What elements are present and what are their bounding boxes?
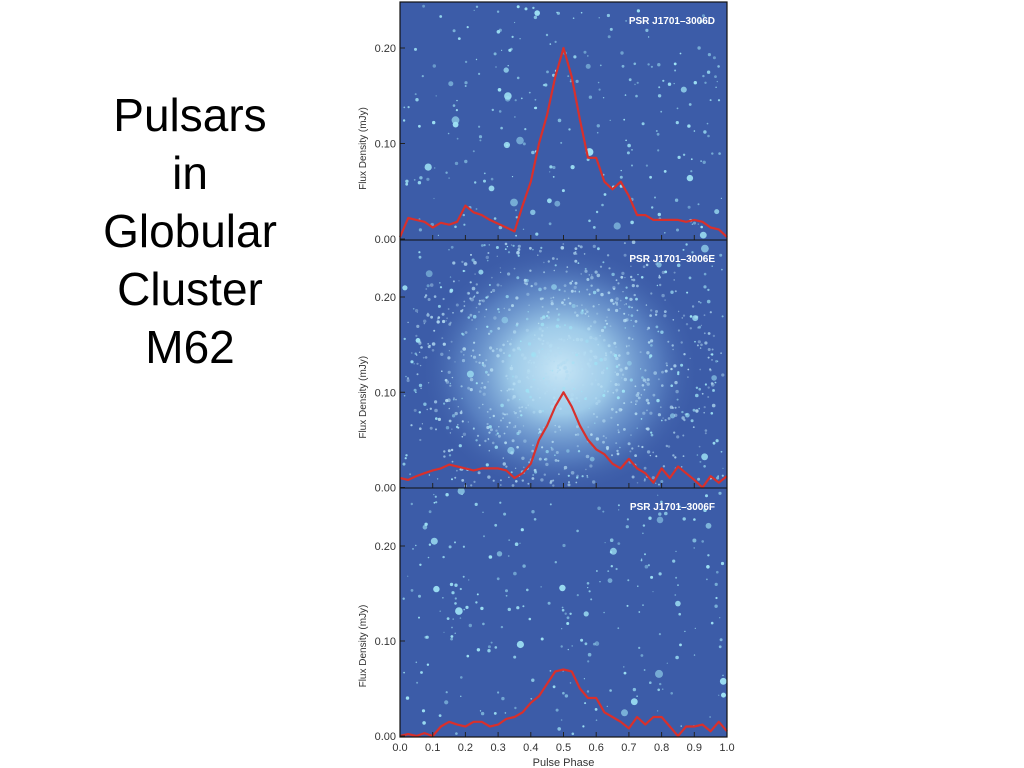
panel-1: PSR J1701–3006D: [398, 2, 728, 240]
star-field: [402, 4, 723, 239]
x-tick-label: 0.8: [654, 742, 669, 754]
pulsar-name-label: PSR J1701–3006E: [629, 254, 715, 265]
x-tick-label: 0.9: [687, 742, 702, 754]
slide-title-line: Pulsars: [113, 89, 267, 141]
star-field: [402, 487, 727, 736]
slide-title-line: M62: [145, 321, 235, 373]
panel-3: PSR J1701–3006F: [399, 487, 728, 738]
pulse-profile-line: [399, 391, 728, 489]
x-tick-label: 0.7: [621, 742, 636, 754]
pulse-profile-line: [398, 46, 728, 238]
x-tick-label: 0.4: [523, 742, 538, 754]
y-axis-label: Flux Density (mJy): [358, 356, 369, 439]
x-tick-label: 0.1: [425, 742, 440, 754]
pulsar-name-label: PSR J1701–3006D: [629, 16, 715, 27]
y-tick-label: 0.20: [375, 292, 396, 304]
figure-frame: [399, 1, 728, 738]
y-tick-label: 0.10: [375, 387, 396, 399]
slide-title-line: Cluster: [117, 263, 263, 315]
slide-title-line: in: [172, 147, 208, 199]
slide-title: Pulsars in Globular Cluster M62: [80, 86, 300, 376]
cluster-stars: [406, 240, 725, 488]
slide-title-line: Globular: [103, 205, 277, 257]
x-tick-label: 0.3: [490, 742, 505, 754]
x-axis-label: Pulse Phase: [533, 757, 595, 768]
y-tick-label: 0.20: [375, 43, 396, 55]
x-tick-label: 0.2: [458, 742, 473, 754]
y-tick-label: 0.10: [375, 139, 396, 151]
x-tick-label: 0.5: [556, 742, 571, 754]
y-axis-label: Flux Density (mJy): [358, 605, 369, 688]
x-tick-label: 1.0: [719, 742, 734, 754]
y-tick-label: 0.00: [375, 483, 396, 495]
panel-background: [400, 488, 727, 737]
y-tick-label: 0.00: [375, 234, 396, 246]
pulsar-name-label: PSR J1701–3006F: [630, 502, 715, 513]
x-tick-label: 0.0: [392, 742, 407, 754]
y-tick-label: 0.10: [375, 636, 396, 648]
star-field: [402, 243, 724, 486]
pulse-profile-line: [399, 668, 728, 738]
y-tick-label: 0.00: [375, 731, 396, 743]
y-axis-label: Flux Density (mJy): [358, 107, 369, 190]
y-tick-label: 0.20: [375, 541, 396, 553]
panel-background: [400, 2, 727, 240]
x-tick-label: 0.6: [589, 742, 604, 754]
panel-2: PSR J1701–3006E: [399, 240, 728, 495]
